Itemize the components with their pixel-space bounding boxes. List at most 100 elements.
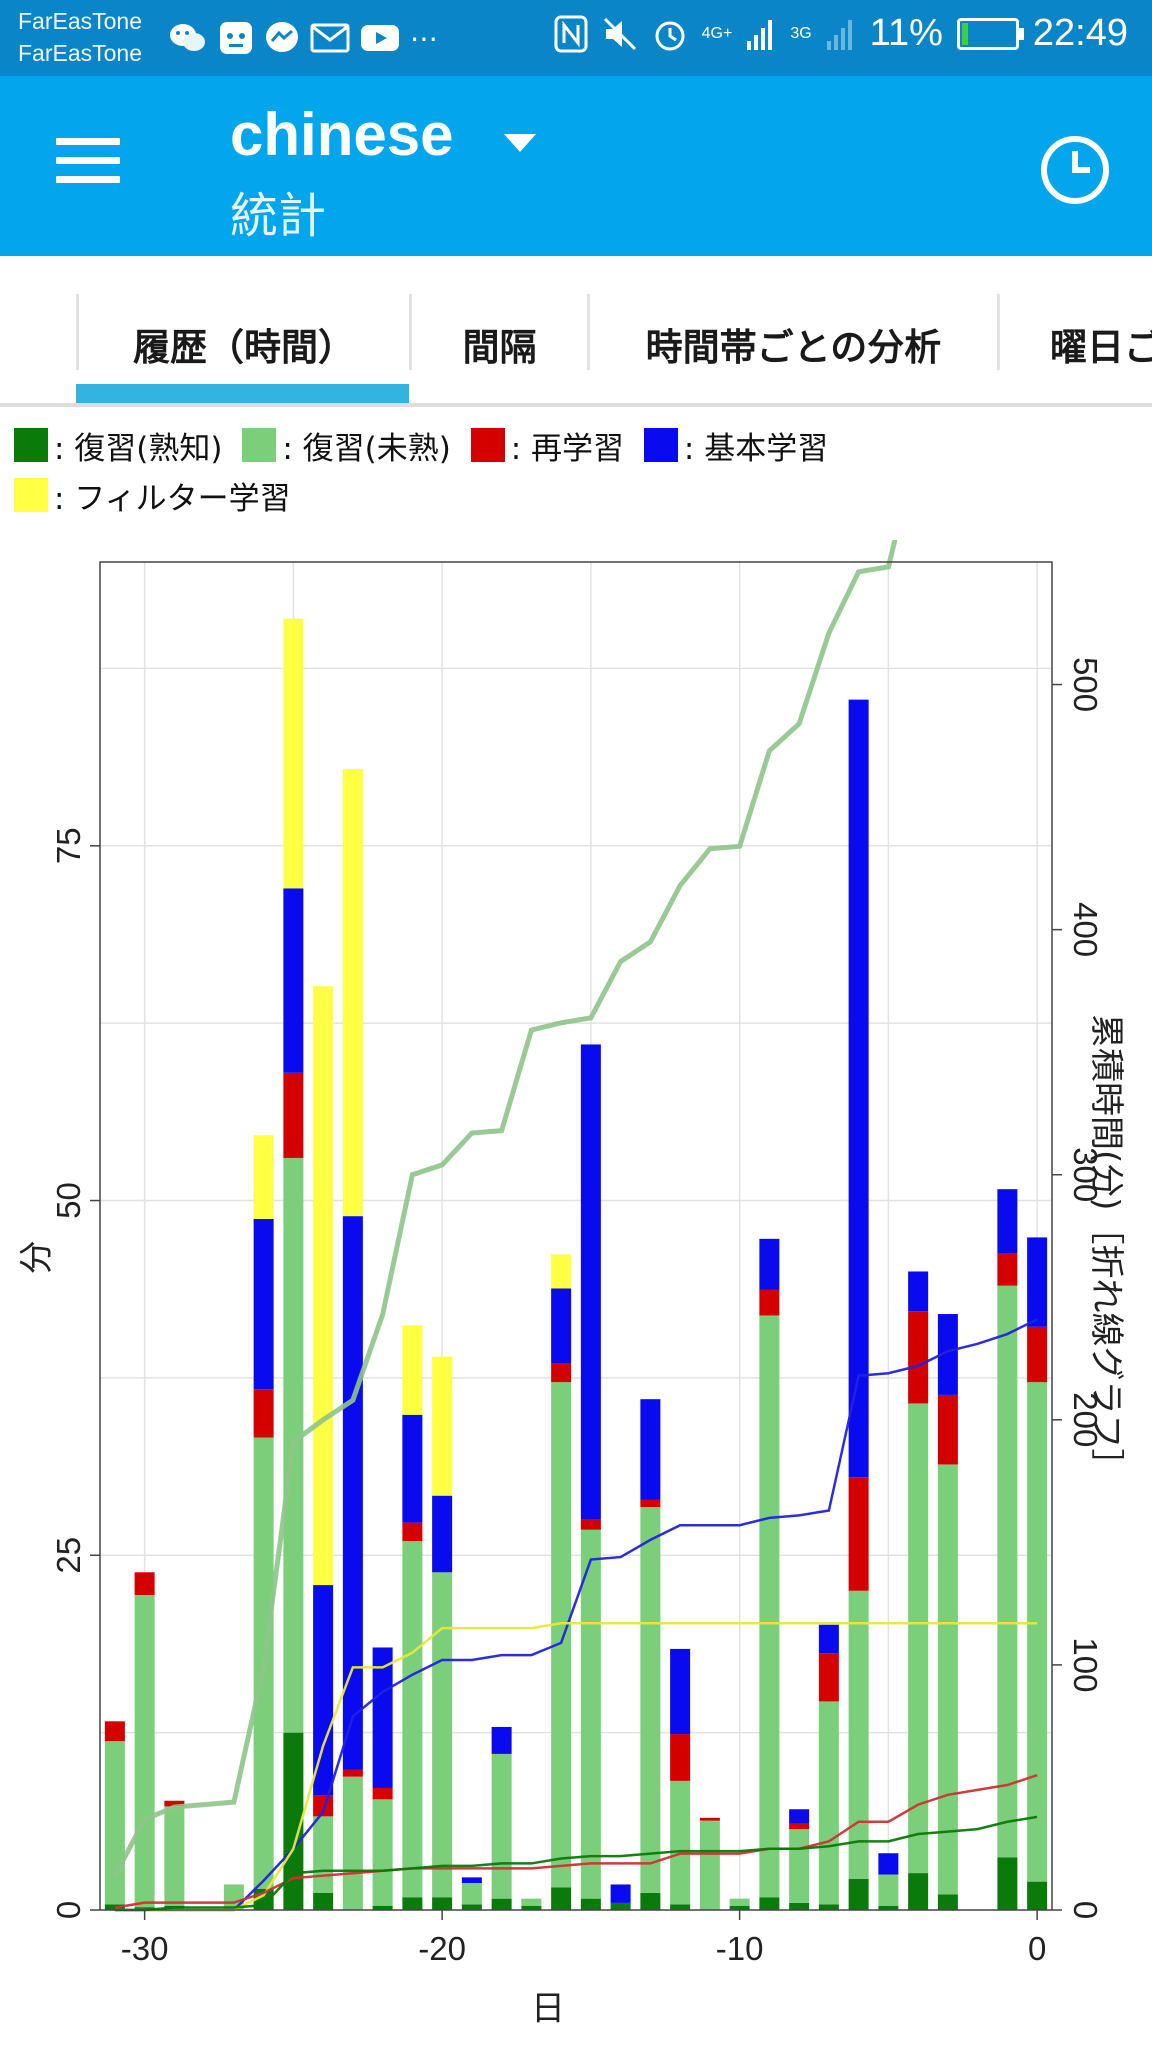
bar-segment: [759, 1289, 780, 1316]
legend-item-relearn: : 再学習: [470, 420, 625, 470]
app-bar: chinese 統計: [0, 76, 1152, 256]
bar-segment: [342, 1769, 363, 1777]
bar-segment: [551, 1363, 572, 1383]
bar-segment: [878, 1853, 899, 1875]
legend-item-review-mature: : 復習(熟知): [14, 420, 223, 470]
tab-interval[interactable]: 間隔: [462, 326, 537, 369]
bar-segment: [729, 1898, 750, 1906]
tab-divider: [587, 294, 590, 370]
bar-segment: [372, 1905, 393, 1910]
bar-segment: [313, 1795, 334, 1817]
x-tick-label: 0: [1028, 1930, 1046, 1967]
bar-segment: [580, 1529, 601, 1899]
bar-segment: [699, 1817, 720, 1821]
messenger-bot-icon: [220, 22, 252, 54]
signal-weak-icon: [826, 19, 852, 50]
bar-segment: [818, 1653, 839, 1702]
bar-segment: [818, 1904, 839, 1910]
bar-segment: [134, 1572, 155, 1595]
bar-segment: [848, 1878, 869, 1910]
bar-segment: [789, 1823, 810, 1830]
bar-segment: [908, 1873, 929, 1910]
wechat-icon: [170, 24, 205, 51]
dropdown-triangle-icon[interactable]: [504, 134, 536, 152]
legend-swatch: [14, 428, 48, 462]
history-time-chart: -30 -20 -10 0 0 25 50 75 0 100 200 300 400 500 日 分 累積時間(…: [17, 540, 1126, 2029]
tab-divider: [409, 294, 412, 370]
bar-segment: [342, 769, 363, 1217]
bar-segment: [729, 1905, 750, 1910]
bar-segment: [640, 1399, 661, 1500]
tab-weekday[interactable]: 曜日ご: [1050, 326, 1152, 369]
bar-segment: [1027, 1326, 1048, 1383]
tab-bar: 履歴（時間） 間隔 時間帯ごとの分析 曜日ご: [0, 256, 1152, 407]
messenger-icon: [266, 22, 298, 52]
bar-segment: [848, 1590, 869, 1879]
bar-segment: [283, 1072, 304, 1158]
history-clock-icon[interactable]: [1041, 136, 1109, 204]
bar-segment: [640, 1892, 661, 1910]
y-left-axis-title: 分: [17, 1240, 57, 1274]
bar-segment: [699, 1820, 720, 1910]
cumulative-line: [114, 1774, 1038, 1909]
bar-segment: [372, 1787, 393, 1800]
bar-segment: [461, 1877, 482, 1884]
system-status: 4G+ 3G 11% 22:49: [554, 12, 1128, 55]
tab-time-of-day[interactable]: 時間帯ごとの分析: [645, 326, 942, 369]
y-right-tick-label: 0: [1067, 1901, 1104, 1919]
bar-segment: [461, 1904, 482, 1910]
y-right-tick-label: 500: [1067, 657, 1104, 712]
bar-segment: [789, 1809, 810, 1824]
legend-item-learn: : 基本学習: [643, 420, 828, 470]
bar-segment: [818, 1701, 839, 1905]
bar-segment: [937, 1464, 958, 1895]
bar-segment: [610, 1902, 631, 1910]
x-axis-title: 日: [531, 1989, 565, 2029]
gmail-icon: [310, 23, 350, 53]
bar-segment: [372, 1799, 393, 1906]
bar-segment: [402, 1522, 423, 1542]
bar-segment: [313, 986, 334, 1586]
hamburger-menu-icon[interactable]: [56, 138, 120, 188]
bar-segment: [313, 1892, 334, 1910]
cumulative-line: [114, 1621, 1038, 1912]
bar-segment: [521, 1898, 542, 1906]
tab-divider: [997, 294, 1000, 370]
legend-label: : フィルター学習: [54, 480, 291, 517]
x-tick-label: -20: [418, 1930, 466, 1967]
tab-baseline: [0, 403, 1152, 407]
bar-segment: [134, 1907, 155, 1910]
bar-segment: [610, 1884, 631, 1903]
bar-segment: [670, 1780, 691, 1905]
bar-segment: [580, 1044, 601, 1520]
legend-swatch: [242, 428, 277, 462]
bar-segment: [551, 1254, 572, 1289]
bar-segment: [640, 1507, 661, 1893]
bar-segment: [342, 1216, 363, 1770]
bar-segment: [670, 1904, 691, 1910]
bar-segment: [789, 1902, 810, 1910]
bar-segment: [283, 1732, 304, 1910]
bar-segment: [521, 1905, 542, 1910]
y-left-tick-label: 50: [50, 1182, 87, 1219]
bar-segment: [937, 1394, 958, 1465]
bar-segment: [997, 1253, 1018, 1286]
y-left-tick-label: 75: [50, 827, 87, 864]
nfc-icon: [554, 15, 588, 52]
deck-title[interactable]: chinese: [230, 101, 454, 168]
bar-segment: [759, 1897, 780, 1910]
bar-segment: [432, 1356, 453, 1496]
bar-segment: [551, 1288, 572, 1364]
bar-segment: [313, 1585, 334, 1796]
bar-segment: [432, 1495, 453, 1573]
signal-icon: [747, 19, 773, 50]
legend-label: : 再学習: [510, 430, 625, 467]
bar-segment: [1027, 1382, 1048, 1882]
tab-history-time[interactable]: 履歴（時間）: [133, 326, 355, 369]
bar-segment: [491, 1753, 512, 1899]
x-tick-label: -10: [716, 1930, 764, 1967]
legend-swatch: [14, 478, 48, 512]
y-left-tick-label: 25: [50, 1537, 87, 1574]
bar-segment: [937, 1314, 958, 1395]
bar-segment: [908, 1311, 929, 1404]
